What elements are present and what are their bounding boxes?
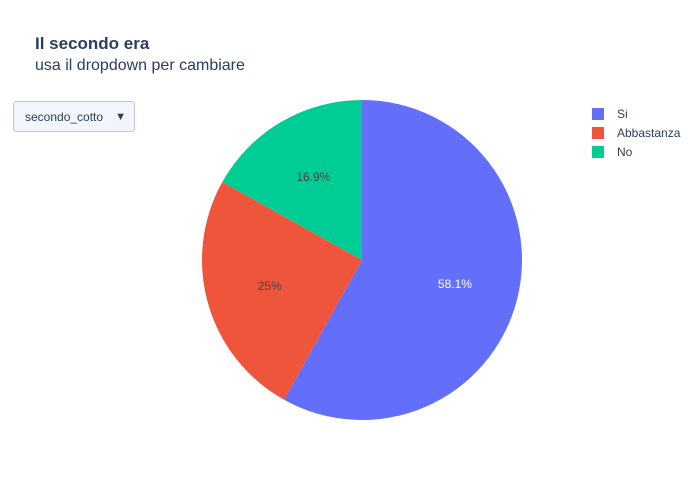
pie-slices xyxy=(201,100,522,420)
dropdown-selected-value: secondo_cotto xyxy=(25,109,104,124)
legend-label: No xyxy=(617,145,633,159)
legend-label: Abbastanza xyxy=(617,126,681,140)
pie-slice-no[interactable] xyxy=(222,100,362,260)
pie-slice-label: 25% xyxy=(258,279,282,293)
pie-slice-label: 16.9% xyxy=(296,170,330,184)
chart-subtitle: usa il dropdown per cambiare xyxy=(35,57,245,74)
variable-dropdown[interactable]: secondo_cotto ▼ xyxy=(13,101,135,132)
legend-label: Si xyxy=(617,107,628,121)
legend-item-no[interactable]: No xyxy=(592,145,633,159)
chart-title: Il secondo era xyxy=(35,34,150,53)
pie-slice-labels: 58.1% 25% 16.9% xyxy=(258,170,473,293)
legend: Si Abbastanza No xyxy=(592,107,681,159)
legend-swatch xyxy=(592,108,604,120)
chart-title-block: Il secondo era usa il dropdown per cambi… xyxy=(35,33,245,77)
legend-item-si[interactable]: Si xyxy=(592,107,628,121)
legend-item-abbastanza[interactable]: Abbastanza xyxy=(592,126,681,140)
pie-slice-abbastanza[interactable] xyxy=(201,182,362,400)
legend-swatch xyxy=(592,146,604,158)
chevron-down-icon: ▼ xyxy=(115,110,126,123)
pie-slice-label: 58.1% xyxy=(438,277,472,291)
legend-swatch xyxy=(592,127,604,139)
pie-slice-si[interactable] xyxy=(284,100,522,420)
